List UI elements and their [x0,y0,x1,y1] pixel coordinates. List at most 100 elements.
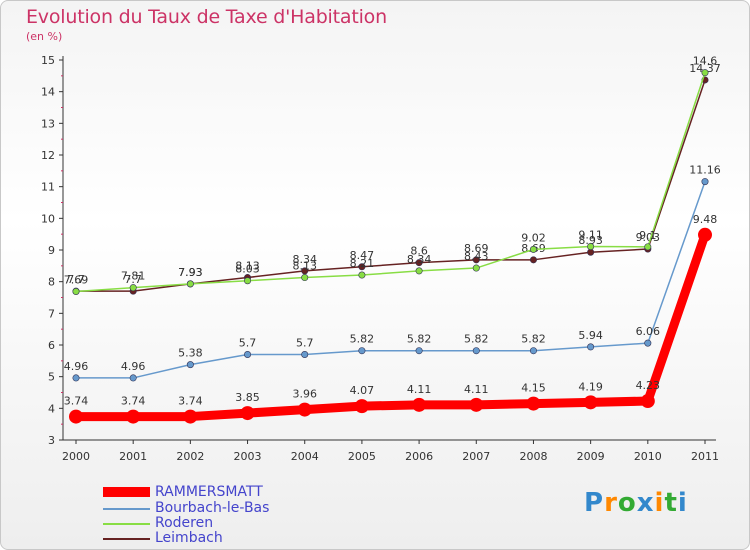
data-label-bourbach-le-bas: 5.7 [296,337,314,350]
data-label-roderen: 9.02 [521,231,546,244]
data-label-bourbach-le-bas: 5.82 [521,333,546,346]
data-label-bourbach-le-bas: 4.96 [121,360,146,373]
x-tick-label: 2003 [234,450,262,463]
y-tick-label: 6 [48,339,55,352]
data-label-rammersmatt: 4.19 [578,380,603,393]
data-point-bourbach-le-bas [472,347,480,355]
data-label-rammersmatt: 3.74 [178,395,203,408]
x-tick-label: 2011 [691,450,719,463]
data-label-bourbach-le-bas: 5.38 [178,347,203,360]
logo-letter: i [677,488,688,518]
legend-swatch-bourbach-le-bas [103,508,150,510]
legend-label-roderen: Roderen [155,515,214,531]
data-label-leimbach: 7.93 [178,266,203,279]
x-tick-label: 2002 [176,450,204,463]
data-label-roderen: 9.1 [639,229,657,242]
y-tick-label: 13 [41,117,55,130]
data-point-rammersmatt [126,409,141,424]
series-line-leimbach [75,79,706,292]
data-point-rammersmatt [698,227,712,242]
data-point-rammersmatt [640,394,655,409]
data-point-roderen [529,245,537,253]
data-point-bourbach-le-bas [358,347,366,355]
unit-label: (en %) [26,30,63,43]
x-tick-label: 2010 [634,450,662,463]
data-label-roderen: 14.6 [693,55,718,68]
series-line-rammersmatt [71,230,710,422]
x-tick-label: 2004 [291,450,319,463]
y-tick-label: 14 [41,86,55,99]
data-point-roderen [129,284,137,292]
data-label-bourbach-le-bas: 11.16 [689,164,721,177]
x-tick-label: 2001 [119,450,147,463]
data-label-bourbach-le-bas: 4.96 [64,360,89,373]
data-label-roderen: 8.03 [235,263,260,276]
data-label-rammersmatt: 3.85 [235,391,260,404]
y-tick-label: 11 [41,181,55,194]
data-point-rammersmatt [526,396,541,411]
data-label-roderen: 8.34 [407,253,432,266]
data-label-bourbach-le-bas: 5.82 [407,333,432,346]
proxiti-logo: Proxiti [584,488,688,518]
data-point-leimbach [415,259,423,267]
data-point-bourbach-le-bas [415,347,423,355]
data-label-rammersmatt: 3.74 [121,395,146,408]
data-point-bourbach-le-bas [72,374,80,382]
logo-letter: i [654,488,665,518]
data-label-leimbach: 14.37 [689,62,721,75]
data-point-bourbach-le-bas [129,374,137,382]
y-tick-label: 15 [41,54,55,67]
data-label-rammersmatt: 4.11 [464,383,489,396]
data-point-rammersmatt [240,406,255,421]
data-point-bourbach-le-bas [301,350,309,358]
data-label-leimbach: 7.7 [67,273,85,286]
data-label-rammersmatt: 3.74 [64,395,89,408]
data-point-roderen [72,287,80,295]
data-point-roderen [186,280,194,288]
data-label-rammersmatt: 4.23 [636,379,661,392]
y-tick-label: 7 [48,307,55,320]
data-label-bourbach-le-bas: 5.94 [578,329,603,342]
logo-letter: o [617,488,637,518]
data-point-rammersmatt [183,409,198,424]
data-point-roderen [644,243,652,251]
data-point-rammersmatt [354,399,369,414]
logo-letter: x [636,488,655,518]
legend-swatch-leimbach [103,538,150,540]
data-label-leimbach: 8.47 [350,249,375,262]
data-label-roderen: 9.11 [578,229,603,242]
data-label-leimbach: 8.13 [235,260,260,273]
data-label-leimbach: 8.93 [578,234,603,247]
legend-label-bourbach-le-bas: Bourbach-le-Bas [155,500,270,516]
data-label-bourbach-le-bas: 5.82 [350,333,375,346]
data-label-rammersmatt: 4.15 [521,382,546,395]
data-point-bourbach-le-bas [644,339,652,347]
data-label-bourbach-le-bas: 5.82 [464,333,489,346]
data-point-rammersmatt [469,397,484,412]
data-point-rammersmatt [297,402,312,417]
data-point-bourbach-le-bas [529,347,537,355]
legend-swatch-rammersmatt [103,487,150,497]
y-tick-label: 10 [41,212,55,225]
data-point-bourbach-le-bas [587,343,595,351]
data-label-roderen: 7.93 [178,266,203,279]
data-point-roderen [701,69,709,77]
data-label-bourbach-le-bas: 6.06 [636,325,661,338]
x-tick-label: 2000 [62,450,90,463]
y-tick-label: 4 [48,402,55,415]
x-tick-label: 2009 [577,450,605,463]
data-label-leimbach: 8.69 [464,242,489,255]
data-label-bourbach-le-bas: 5.7 [239,337,257,350]
series-line-bourbach-le-bas [75,180,706,379]
y-tick-label: 9 [48,244,55,257]
data-point-roderen [301,274,309,282]
data-label-leimbach: 8.34 [292,253,317,266]
data-point-leimbach [358,263,366,271]
legend-label-leimbach: Leimbach [155,530,223,546]
data-label-leimbach: 7.7 [124,273,142,286]
data-label-roderen: 7.81 [121,270,146,283]
data-label-leimbach: 8.6 [410,245,428,258]
data-label-rammersmatt: 4.11 [407,383,432,396]
data-point-roderen [587,243,595,251]
